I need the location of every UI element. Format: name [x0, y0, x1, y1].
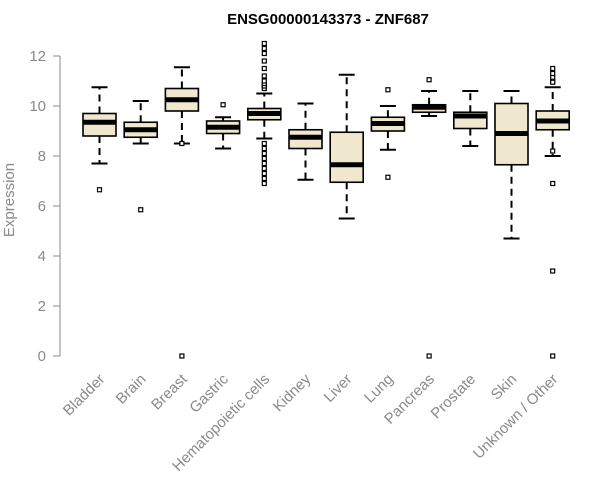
box-group-9	[452, 90, 488, 147]
outlier-point	[426, 353, 432, 359]
outlier-point	[261, 180, 267, 187]
outlier-point	[261, 160, 267, 167]
chart-title: ENSG00000143373 - ZNF687	[227, 11, 429, 28]
box-group-6	[329, 73, 365, 220]
x-tick-label: Kidney	[270, 370, 315, 415]
y-axis: 0 2 4 6 8 10 12	[29, 48, 61, 365]
box-group-2	[164, 66, 200, 359]
box-group-3	[205, 102, 241, 150]
outlier-point	[261, 50, 267, 57]
outlier-point	[550, 65, 556, 72]
box-group-10	[494, 90, 529, 240]
y-tick-label: 6	[38, 198, 46, 215]
box-rect	[329, 131, 365, 184]
y-tick-label: 4	[38, 248, 46, 265]
x-tick-label: Prostate	[428, 371, 480, 423]
box-series	[82, 40, 571, 359]
box-group-1	[123, 100, 158, 213]
outlier-point	[261, 165, 267, 172]
box-group-4	[247, 40, 282, 187]
y-tick-label: 8	[38, 148, 46, 165]
outlier-point	[385, 174, 391, 180]
outlier-point	[261, 73, 267, 79]
y-tick-label: 0	[38, 348, 46, 365]
outlier-point	[550, 79, 556, 85]
box-group-7	[370, 87, 406, 180]
outlier-point	[550, 353, 556, 359]
outlier-point	[550, 268, 556, 274]
y-tick-label: 10	[29, 98, 46, 115]
outlier-point	[261, 45, 267, 52]
outlier-point	[179, 140, 185, 147]
outlier-point	[220, 102, 226, 108]
outlier-point	[261, 175, 267, 182]
outlier-point	[385, 87, 391, 93]
y-tick-label: 2	[38, 298, 46, 315]
outlier-point	[426, 77, 432, 83]
outlier-point	[261, 58, 267, 64]
box-group-8	[411, 77, 447, 359]
outlier-point	[261, 150, 267, 157]
outlier-point	[261, 170, 267, 177]
outlier-point	[179, 353, 185, 359]
outlier-point	[550, 180, 556, 187]
x-tick-label: Breast	[148, 370, 191, 413]
outlier-point	[261, 78, 267, 84]
box-group-5	[288, 102, 323, 181]
box-group-11	[535, 65, 571, 359]
outlier-point	[261, 65, 267, 72]
outlier-point	[261, 155, 267, 162]
x-tick-label: Skin	[488, 371, 521, 404]
y-axis-label: Expression	[1, 163, 18, 237]
outlier-point	[261, 40, 267, 47]
box-group-0	[82, 86, 117, 193]
outlier-point	[550, 148, 556, 154]
outlier-point	[261, 145, 267, 152]
outlier-point	[550, 70, 556, 77]
x-tick-label: Bladder	[60, 371, 109, 420]
x-tick-label: Brain	[113, 371, 150, 408]
x-tick-label: Lung	[361, 371, 397, 407]
y-tick-label: 12	[29, 48, 46, 65]
outlier-point	[138, 207, 144, 213]
x-tick-label: Liver	[321, 371, 356, 406]
outlier-point	[261, 140, 267, 147]
outlier-point	[96, 187, 103, 193]
